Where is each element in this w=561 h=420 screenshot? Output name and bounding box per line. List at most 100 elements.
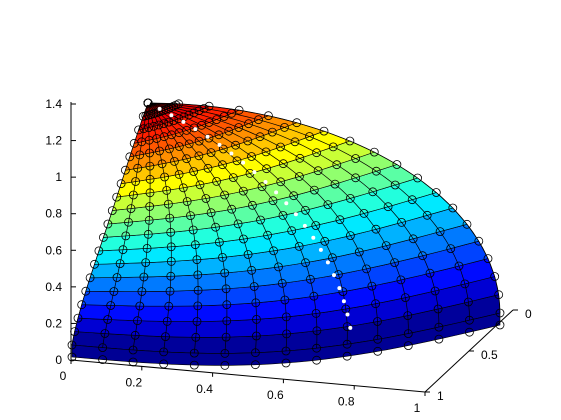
mesh-node-marker [328, 142, 338, 152]
x-tick-label: 0.8 [338, 395, 355, 409]
path-dot [157, 106, 162, 111]
mesh-node-marker [221, 332, 231, 342]
mesh-node-marker [252, 314, 261, 324]
mesh-node-marker [238, 186, 248, 196]
mesh-node-marker [403, 341, 413, 351]
mesh-node-marker [112, 273, 122, 282]
mesh-node-marker [335, 215, 345, 225]
mesh-node-marker [390, 180, 400, 190]
mesh-node-marker [109, 287, 119, 296]
mesh-node-marker [144, 123, 154, 132]
path-dot [348, 325, 353, 330]
mesh-node-marker [193, 285, 203, 295]
z-tick-label: 1.4 [45, 97, 62, 111]
mesh-node-marker [311, 221, 321, 230]
path-dot [293, 212, 298, 217]
mesh-node-marker [130, 330, 140, 340]
y-tick-label: 0 [525, 307, 532, 321]
mesh-node-marker [413, 173, 423, 183]
mesh-node-marker [342, 351, 352, 361]
mesh-node-marker [133, 163, 143, 173]
z-axis-ticks: 0 0.2 0.4 0.6 0.8 1 1.2 1.4 [45, 97, 76, 367]
mesh-node-marker [262, 164, 272, 174]
mesh-node-marker [345, 231, 355, 241]
mesh-node-marker [263, 111, 273, 121]
mesh-node-marker [186, 211, 195, 221]
mesh-node-marker [222, 316, 232, 326]
mesh-node-marker [189, 108, 199, 118]
mesh-node-marker [197, 120, 207, 130]
mesh-node-marker [94, 246, 104, 256]
mesh-node-marker [403, 329, 413, 339]
mesh-node-marker [408, 234, 418, 244]
path-dot [332, 273, 336, 278]
mesh-node-marker [218, 252, 227, 262]
mesh-node-marker [145, 161, 155, 171]
mesh-node-marker [373, 346, 383, 356]
mesh-node-marker [166, 256, 176, 266]
mesh-node-marker [397, 217, 407, 227]
mesh-node-marker [338, 287, 348, 297]
mesh-node-marker [351, 173, 361, 183]
mesh-node-marker [257, 182, 267, 192]
mesh-node-marker [289, 191, 299, 201]
mesh-node-marker [255, 132, 265, 142]
mesh-node-marker [460, 279, 470, 289]
mesh-node-marker [454, 261, 464, 271]
mesh-node-marker [67, 340, 77, 350]
mesh-node-marker [224, 126, 234, 136]
mesh-node-marker [112, 192, 122, 202]
mesh-node-marker [218, 160, 227, 170]
meridian-line [147, 102, 470, 321]
mesh-node-marker [294, 172, 304, 181]
mesh-node-marker [276, 177, 286, 187]
x-tick-label: 0.4 [196, 382, 213, 396]
mesh-node-marker [137, 287, 147, 296]
mesh-node-marker [434, 322, 444, 332]
mesh-node-marker [165, 286, 175, 296]
mesh-node-marker [312, 326, 322, 336]
mesh-node-marker [422, 210, 432, 220]
mesh-node-marker [464, 327, 474, 337]
dotted-path [146, 101, 353, 330]
mesh-node-marker [189, 167, 199, 176]
mesh-node-marker [199, 104, 209, 113]
mesh-node-marker [281, 312, 291, 322]
mesh-node-marker [161, 332, 170, 342]
mesh-node-marker [396, 275, 406, 285]
mesh-node-marker [243, 136, 253, 146]
mesh-node-marker [390, 258, 400, 268]
mesh-node-marker [244, 119, 254, 129]
mesh-node-marker [159, 347, 169, 357]
mesh-node-marker [446, 244, 456, 254]
mesh-node-marker [174, 114, 184, 124]
mesh-node-marker [490, 272, 500, 281]
mesh-node-marker [278, 210, 288, 220]
mesh-node-marker [201, 194, 211, 203]
path-dot [284, 201, 289, 206]
path-dot [252, 170, 257, 175]
mesh-node-marker [369, 147, 379, 157]
mesh-node-marker [448, 203, 458, 213]
mesh-node-marker [371, 166, 381, 176]
mesh-node-marker [312, 148, 322, 158]
mesh-node-marker [247, 265, 257, 275]
y-axis-ticks: 00.51 [425, 307, 532, 403]
z-tick-label: 0.4 [45, 280, 62, 294]
mesh-node-marker [220, 360, 230, 370]
mesh-node-marker [268, 196, 278, 206]
mesh-node-marker [193, 301, 203, 311]
mesh-node-marker [269, 246, 279, 256]
mesh-node-marker [125, 152, 135, 162]
mesh-node-marker [281, 358, 291, 368]
mesh-node-marker [274, 262, 283, 272]
mesh-node-marker [220, 348, 230, 358]
mesh-node-marker [433, 304, 443, 314]
mesh-node-marker [494, 290, 504, 300]
mesh-node-marker [139, 124, 149, 134]
mesh-node-marker [195, 180, 205, 190]
mesh-node-marker [169, 116, 179, 125]
mesh-node-marker [67, 352, 77, 362]
mesh-node-marker [383, 202, 393, 212]
mesh-node-marker [99, 232, 108, 242]
